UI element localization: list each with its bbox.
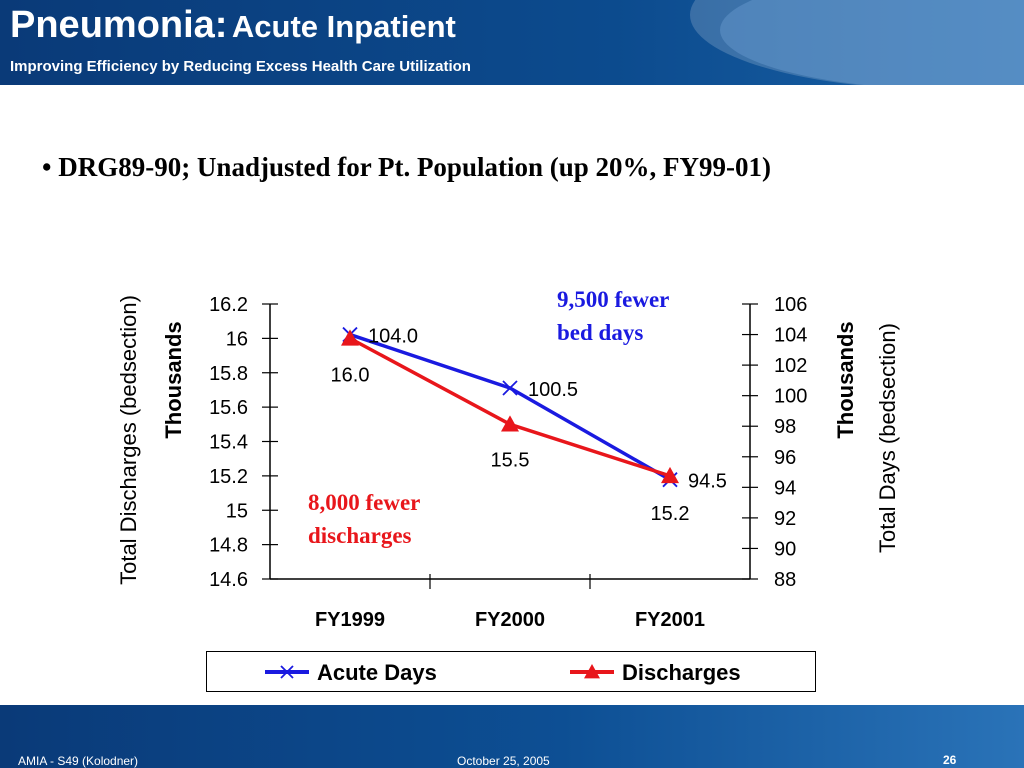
left-axis-units: Thousands (161, 321, 186, 438)
annotation-bed-days-line2: bed days (557, 320, 644, 345)
data-point-discharges (661, 466, 679, 484)
right-tick-label: 88 (774, 569, 796, 591)
right-tick-label: 92 (774, 508, 796, 530)
page-subtitle: Improving Efficiency by Reducing Excess … (10, 58, 471, 75)
data-label: 94.5 (688, 471, 727, 493)
left-tick-label: 14.8 (209, 535, 248, 557)
data-point-acute-days (342, 326, 358, 343)
header-banner: Pneumonia: Acute Inpatient Improving Eff… (0, 0, 1024, 85)
footer-banner: AMIA - S49 (Kolodner) October 25, 2005 2… (0, 705, 1024, 768)
right-tick-label: 90 (774, 538, 796, 560)
data-point-discharges (501, 415, 519, 432)
right-tick-label: 96 (774, 447, 796, 469)
annotation-discharges: 8,000 fewer discharges (308, 486, 420, 552)
left-tick-label: 15.4 (209, 432, 248, 454)
x-tick-label: FY2001 (635, 609, 705, 631)
right-tick-label: 100 (774, 386, 807, 408)
left-tick-label: 16 (226, 328, 248, 350)
right-tick-label: 94 (774, 477, 796, 499)
page-title: Pneumonia: Acute Inpatient (10, 4, 456, 47)
page-number: 26 (943, 753, 957, 767)
data-label: 100.5 (528, 379, 578, 401)
chart-legend (206, 651, 816, 692)
data-point-acute-days (502, 380, 518, 396)
series-line-acute-days (349, 332, 671, 482)
title-main: Pneumonia: (10, 4, 228, 46)
right-axis-title: Total Days (bedsection) (875, 323, 900, 553)
left-tick-label: 14.6 (209, 569, 248, 591)
data-label: 15.2 (651, 503, 690, 525)
annotation-discharges-line1: 8,000 fewer (308, 490, 421, 515)
bullet-text: • DRG89-90; Unadjusted for Pt. Populatio… (42, 152, 771, 182)
left-tick-label: 15.8 (209, 363, 248, 385)
line-chart: 16.2 16 15.8 15.6 15.4 15.2 15 14.8 14.6 106 104 10… (116, 294, 900, 685)
series-line-discharges (349, 336, 671, 478)
left-tick-label: 15.6 (209, 397, 248, 419)
x-tick-label: FY1999 (315, 609, 385, 631)
right-tick-label: 106 (774, 294, 807, 316)
header-swoosh-inner (720, 0, 1024, 85)
right-axis-units: Thousands (833, 321, 858, 438)
x-tick-label: FY2000 (475, 609, 545, 631)
left-tick-label: 15 (226, 500, 248, 522)
data-label: 15.5 (491, 449, 530, 471)
left-axis-title: Total Discharges (bedsection) (116, 295, 141, 585)
right-tick-label: 102 (774, 355, 807, 377)
right-tick-label: 98 (774, 416, 796, 438)
left-tick-label: 15.2 (209, 466, 248, 488)
right-tick-label: 104 (774, 325, 807, 347)
left-tick-label: 16.2 (209, 294, 248, 316)
annotation-bed-days-line1: 9,500 fewer (557, 287, 670, 312)
data-label: 16.0 (331, 364, 370, 386)
title-sub: Acute Inpatient (231, 9, 456, 44)
annotation-discharges-line2: discharges (308, 523, 412, 548)
data-point-discharges (341, 329, 359, 346)
data-point-acute-days (662, 472, 678, 488)
footer-presenter: AMIA - S49 (Kolodner) (18, 754, 139, 768)
footer-date: October 25, 2005 (457, 754, 550, 768)
annotation-bed-days: 9,500 fewer bed days (557, 283, 669, 349)
data-label: 104.0 (368, 326, 418, 348)
